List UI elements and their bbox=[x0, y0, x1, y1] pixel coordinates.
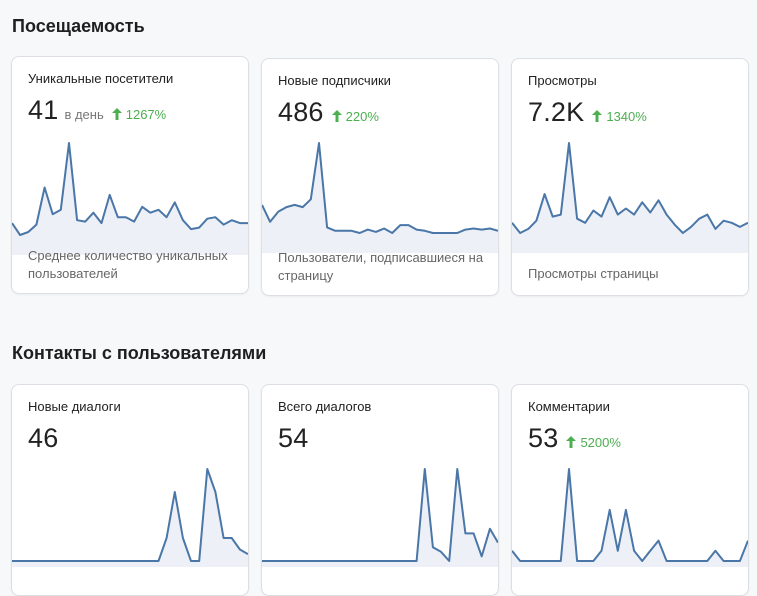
card-description: Пользователи, подписавшиеся на страницу bbox=[278, 250, 484, 283]
sparkline-new-dialogs bbox=[12, 468, 248, 567]
card-title: Уникальные посетители bbox=[28, 71, 174, 86]
metric-row: 54 bbox=[278, 423, 308, 454]
card-title: Всего диалогов bbox=[278, 399, 372, 414]
sparkline-comments bbox=[512, 468, 748, 567]
metric-value: 41 bbox=[28, 95, 59, 125]
card-total-dialogs[interactable]: Всего диалогов 54 bbox=[261, 384, 499, 596]
sparkline-line bbox=[12, 468, 248, 562]
card-new-subscribers[interactable]: Новые подписчики 486 220% Пользователи, … bbox=[261, 58, 499, 296]
sparkline-area bbox=[512, 143, 748, 253]
metric-row: 46 bbox=[28, 423, 58, 454]
card-unique-visitors[interactable]: Уникальные посетители 41 в день 1267% Ср… bbox=[11, 56, 249, 294]
delta-badge: 1267% bbox=[111, 107, 167, 122]
sparkline-area bbox=[512, 469, 748, 567]
delta-badge: 5200% bbox=[566, 435, 621, 450]
arrow-up-icon bbox=[331, 110, 342, 122]
sparkline-unique-visitors bbox=[12, 142, 248, 255]
metric-value: 53 bbox=[528, 423, 559, 453]
card-title: Новые диалоги bbox=[28, 399, 121, 414]
sparkline-total-dialogs bbox=[262, 468, 498, 567]
sparkline-area bbox=[262, 469, 498, 567]
card-description: Просмотры страницы bbox=[528, 266, 659, 281]
card-comments[interactable]: Комментарии 53 5200% bbox=[511, 384, 749, 596]
delta-value: 1340% bbox=[606, 109, 647, 124]
delta-badge: 1340% bbox=[592, 109, 647, 124]
sparkline-line bbox=[512, 142, 748, 234]
card-title: Новые подписчики bbox=[278, 73, 391, 88]
card-new-dialogs[interactable]: Новые диалоги 46 bbox=[11, 384, 249, 596]
metric-value: 7.2K bbox=[528, 97, 585, 127]
metric-row: 41 в день 1267% bbox=[28, 95, 166, 126]
section-title-traffic: Посещаемость bbox=[12, 16, 145, 36]
metric-row: 486 220% bbox=[278, 97, 379, 128]
delta-value: 1267% bbox=[125, 107, 167, 122]
delta-value: 220% bbox=[345, 109, 379, 124]
sparkline-new-subscribers bbox=[262, 142, 498, 253]
metric-row: 53 5200% bbox=[528, 423, 621, 454]
card-description: Среднее количество уникальных пользовате… bbox=[28, 248, 228, 281]
section-title-contacts: Контакты с пользователями bbox=[12, 343, 267, 363]
card-views[interactable]: Просмотры 7.2K 1340% Просмотры страницы bbox=[511, 58, 749, 296]
sparkline-line bbox=[12, 142, 248, 236]
arrow-up-icon bbox=[111, 108, 122, 120]
sparkline-area bbox=[12, 469, 248, 567]
metric-value: 46 bbox=[28, 423, 59, 453]
sparkline-area bbox=[262, 143, 498, 253]
card-title: Просмотры bbox=[528, 73, 597, 88]
metric-unit: в день bbox=[64, 107, 104, 122]
delta-badge: 220% bbox=[331, 109, 379, 124]
arrow-up-icon bbox=[592, 110, 603, 122]
metric-value: 486 bbox=[278, 97, 324, 127]
sparkline-line bbox=[262, 142, 498, 234]
card-title: Комментарии bbox=[528, 399, 610, 414]
arrow-up-icon bbox=[566, 436, 577, 448]
sparkline-line bbox=[512, 468, 748, 562]
delta-value: 5200% bbox=[580, 435, 621, 450]
sparkline-views bbox=[512, 142, 748, 253]
sparkline-line bbox=[262, 468, 498, 562]
metric-value: 54 bbox=[278, 423, 309, 453]
metric-row: 7.2K 1340% bbox=[528, 97, 647, 128]
